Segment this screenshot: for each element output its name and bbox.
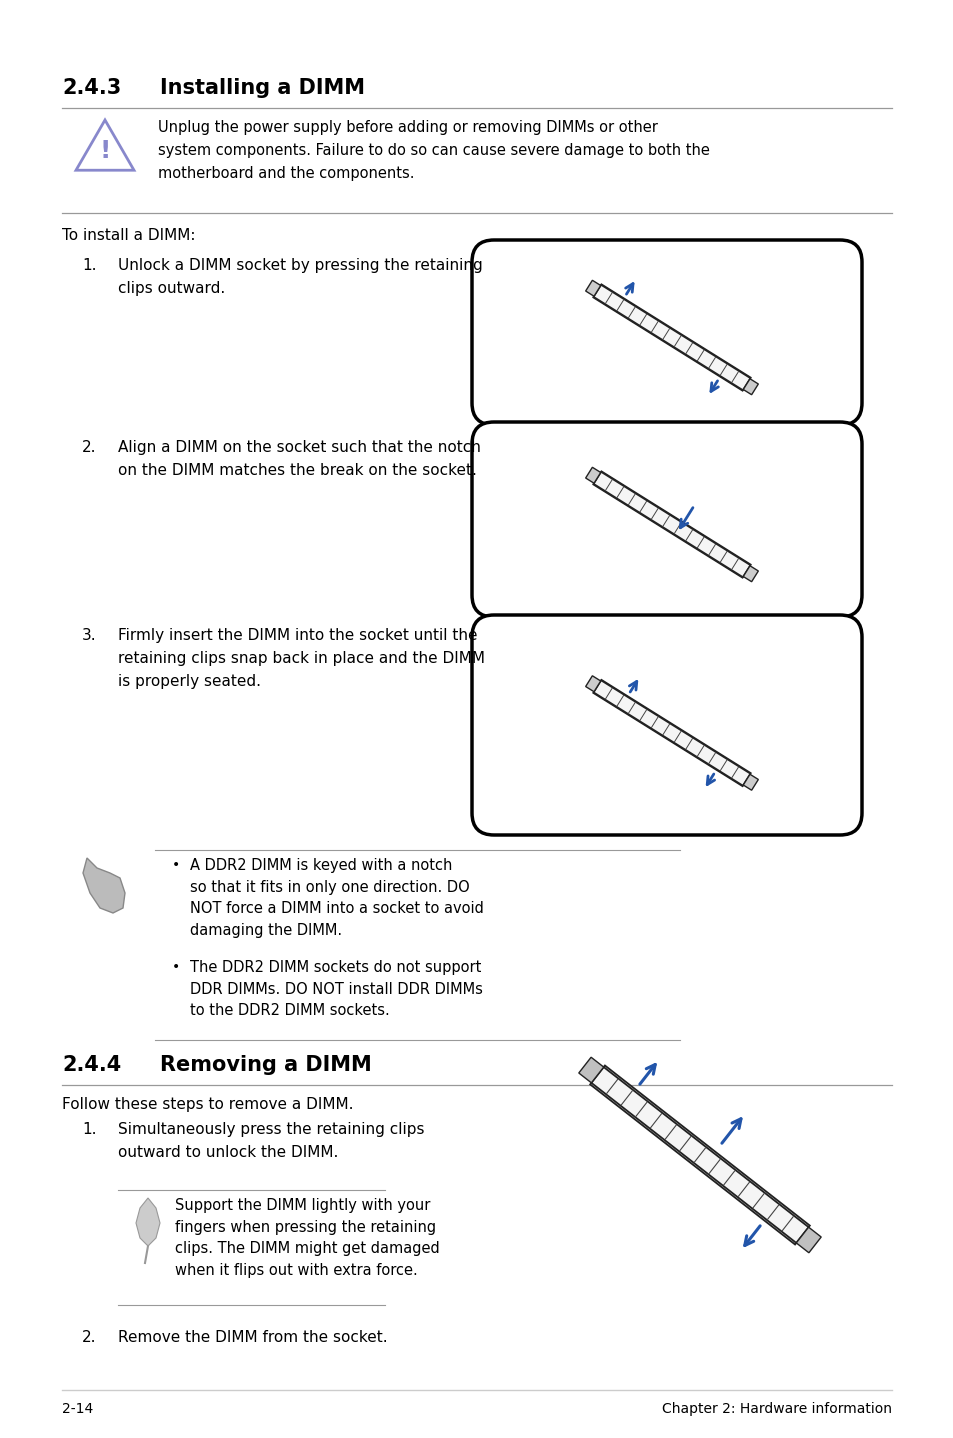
Text: Unplug the power supply before adding or removing DIMMs or other
system componen: Unplug the power supply before adding or… (158, 119, 709, 181)
Polygon shape (591, 1067, 808, 1242)
Text: Follow these steps to remove a DIMM.: Follow these steps to remove a DIMM. (62, 1097, 354, 1112)
Polygon shape (585, 467, 600, 483)
Text: 2.: 2. (82, 1330, 96, 1345)
Text: 1.: 1. (82, 1122, 96, 1137)
FancyBboxPatch shape (472, 421, 862, 617)
Text: 2.: 2. (82, 440, 96, 454)
Text: A DDR2 DIMM is keyed with a notch
so that it fits in only one direction. DO
NOT : A DDR2 DIMM is keyed with a notch so tha… (190, 858, 483, 938)
Polygon shape (593, 285, 750, 390)
Text: •: • (172, 858, 180, 871)
Text: Chapter 2: Hardware information: Chapter 2: Hardware information (661, 1402, 891, 1416)
Text: The DDR2 DIMM sockets do not support
DDR DIMMs. DO NOT install DDR DIMMs
to the : The DDR2 DIMM sockets do not support DDR… (190, 961, 482, 1018)
Polygon shape (593, 680, 750, 785)
Text: 1.: 1. (82, 257, 96, 273)
Text: 2.4.3: 2.4.3 (62, 78, 121, 98)
Polygon shape (76, 119, 133, 170)
Text: Remove the DIMM from the socket.: Remove the DIMM from the socket. (118, 1330, 387, 1345)
Text: Simultaneously press the retaining clips
outward to unlock the DIMM.: Simultaneously press the retaining clips… (118, 1122, 424, 1160)
Text: Align a DIMM on the socket such that the notch
on the DIMM matches the break on : Align a DIMM on the socket such that the… (118, 440, 480, 477)
Text: 3.: 3. (82, 628, 96, 643)
Polygon shape (83, 858, 125, 913)
Text: Firmly insert the DIMM into the socket until the
retaining clips snap back in pl: Firmly insert the DIMM into the socket u… (118, 628, 484, 689)
Text: •: • (172, 961, 180, 974)
Polygon shape (796, 1227, 821, 1252)
Text: Installing a DIMM: Installing a DIMM (160, 78, 365, 98)
Polygon shape (593, 680, 750, 787)
FancyBboxPatch shape (472, 240, 862, 426)
FancyBboxPatch shape (472, 615, 862, 835)
Polygon shape (593, 472, 750, 577)
Polygon shape (593, 472, 750, 578)
Text: Unlock a DIMM socket by pressing the retaining
clips outward.: Unlock a DIMM socket by pressing the ret… (118, 257, 482, 296)
Polygon shape (585, 280, 600, 296)
Polygon shape (742, 378, 758, 394)
Polygon shape (742, 774, 758, 791)
Text: Support the DIMM lightly with your
fingers when pressing the retaining
clips. Th: Support the DIMM lightly with your finge… (174, 1198, 439, 1278)
Text: 2-14: 2-14 (62, 1402, 93, 1416)
Polygon shape (742, 565, 758, 582)
Text: !: ! (99, 139, 111, 162)
Text: 2.4.4: 2.4.4 (62, 1055, 121, 1076)
Polygon shape (585, 676, 600, 692)
Polygon shape (593, 285, 750, 391)
Polygon shape (590, 1066, 809, 1244)
Text: To install a DIMM:: To install a DIMM: (62, 229, 195, 243)
Polygon shape (578, 1057, 603, 1083)
Polygon shape (136, 1198, 160, 1245)
Text: Removing a DIMM: Removing a DIMM (160, 1055, 372, 1076)
